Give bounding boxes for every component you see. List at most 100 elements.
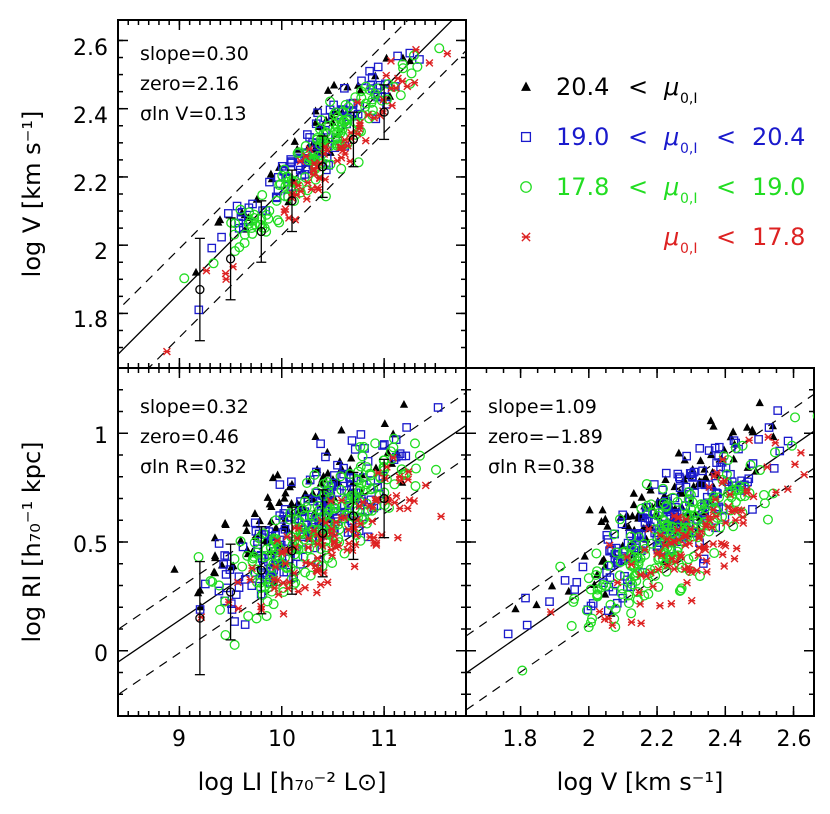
tick-label-vl-y-4: 2.4	[73, 104, 108, 129]
marker-star	[644, 525, 653, 533]
marker-triangle	[511, 604, 520, 613]
marker-circle	[309, 524, 320, 535]
marker-square	[238, 542, 248, 552]
binned-mean-point	[256, 565, 266, 575]
marker-star	[675, 513, 684, 522]
marker-triangle	[599, 555, 608, 563]
tick-label-vl-y-1: 1.8	[73, 308, 108, 333]
marker-square	[605, 573, 615, 582]
marker-star	[327, 525, 336, 534]
marker-square	[661, 468, 671, 478]
marker-triangle	[706, 416, 715, 425]
marker-triangle	[628, 511, 637, 520]
marker-triangle	[311, 118, 320, 126]
marker-triangle	[275, 498, 284, 507]
marker-triangle	[287, 499, 296, 507]
marker-triangle	[769, 432, 778, 441]
marker-star	[720, 562, 729, 570]
marker-star	[281, 559, 290, 568]
stat-vl-zero: zero=2.16	[140, 73, 239, 95]
marker-circle	[235, 204, 246, 215]
marker-circle	[388, 442, 399, 453]
marker-star	[608, 621, 617, 630]
legend-label-bright-sub: 0,I	[680, 191, 698, 207]
stat-rv-zero: zero=−1.89	[488, 426, 603, 448]
marker-star	[271, 563, 280, 571]
marker-star	[348, 546, 357, 555]
marker-circle	[414, 450, 425, 461]
marker-star	[654, 565, 663, 574]
marker-circle	[263, 578, 274, 589]
marker-triangle	[728, 427, 738, 436]
marker-star	[595, 607, 604, 616]
marker-star	[270, 575, 279, 584]
marker-square	[402, 423, 411, 432]
marker-star	[337, 143, 346, 152]
marker-circle	[262, 596, 273, 607]
marker-circle	[812, 412, 814, 420]
binned-mean-point	[318, 162, 328, 172]
marker-square	[612, 598, 622, 608]
marker-circle	[702, 498, 713, 509]
marker-triangle	[266, 169, 276, 178]
marker-circle	[294, 516, 305, 527]
marker-star	[718, 550, 727, 559]
marker-circle	[355, 441, 366, 453]
marker-circle	[333, 127, 344, 138]
marker-star	[328, 551, 337, 560]
marker-square	[520, 131, 532, 143]
marker-square	[764, 423, 774, 432]
marker-star	[412, 45, 420, 54]
binned-mean-point	[379, 107, 389, 117]
marker-circle	[330, 503, 341, 514]
marker-star	[623, 553, 632, 562]
marker-square	[698, 466, 707, 476]
marker-triangle	[263, 493, 272, 501]
marker-circle	[635, 553, 646, 564]
marker-square	[393, 51, 402, 61]
marker-circle	[257, 222, 268, 233]
marker-circle	[289, 505, 300, 516]
marker-star	[330, 531, 339, 540]
tick-label-vl-y-5: 2.6	[73, 36, 108, 61]
axis-ticks	[118, 20, 814, 716]
marker-star	[668, 554, 676, 563]
marker-star	[663, 561, 672, 570]
legend-label-mid-mu: μ	[663, 123, 679, 151]
marker-triangle	[748, 427, 757, 436]
marker-star	[627, 618, 636, 627]
panel-radius-velocity-marks	[466, 393, 814, 711]
marker-circle	[336, 163, 347, 174]
marker-circle	[220, 630, 231, 641]
legend-label-bright-mu: μ	[663, 173, 679, 201]
marker-star	[389, 453, 398, 462]
marker-circle	[683, 486, 694, 497]
marker-circle	[293, 181, 304, 192]
marker-star	[323, 578, 332, 587]
binned-mean-point	[225, 587, 236, 597]
marker-circle	[409, 438, 421, 449]
marker-star	[635, 588, 644, 597]
marker-circle	[623, 598, 634, 609]
tick-label-rv-x-5: 2.6	[777, 727, 812, 752]
marker-circle	[591, 566, 603, 577]
marker-circle	[674, 585, 685, 596]
marker-star	[657, 551, 666, 560]
marker-star	[771, 438, 780, 447]
marker-star	[709, 505, 718, 514]
axis-title-rv-x: log V [km s⁻¹]	[557, 768, 724, 796]
marker-star	[702, 567, 711, 576]
marker-square	[367, 73, 377, 82]
marker-circle	[430, 464, 442, 475]
marker-circle	[520, 181, 532, 193]
marker-square	[321, 452, 330, 462]
marker-circle	[650, 570, 661, 581]
axis-title-vl-y: log V [km s⁻¹]	[18, 111, 46, 278]
marker-triangle	[601, 589, 610, 598]
marker-square	[773, 406, 783, 415]
marker-star	[353, 98, 362, 107]
marker-square	[279, 509, 289, 518]
marker-circle	[626, 608, 637, 619]
marker-star	[365, 533, 374, 542]
tick-label-rv-x-2: 2	[582, 727, 596, 752]
